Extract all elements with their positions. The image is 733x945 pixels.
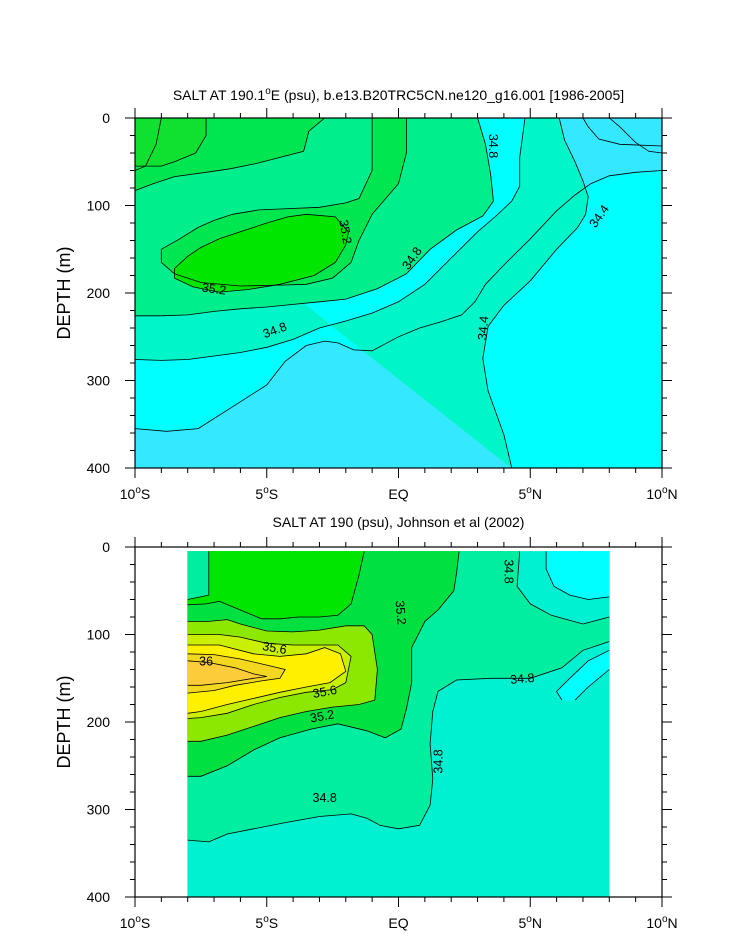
contour-line bbox=[187, 551, 460, 777]
svg-text:36: 36 bbox=[199, 654, 213, 668]
y-axis-label: DEPTH (m) bbox=[54, 247, 74, 340]
contour-line bbox=[187, 551, 210, 600]
x-tick-label: 10oS bbox=[120, 485, 150, 502]
svg-text:35.2: 35.2 bbox=[309, 707, 335, 725]
contour-label: 35.2 bbox=[309, 707, 335, 725]
y-tick-label: 0 bbox=[102, 110, 110, 126]
svg-text:34.4: 34.4 bbox=[475, 315, 491, 341]
y-tick-label: 100 bbox=[87, 198, 111, 214]
contour-line bbox=[187, 653, 286, 694]
x-tick-label: 5oN bbox=[519, 914, 542, 931]
contour-label: 35.2 bbox=[201, 280, 227, 297]
contour-label: 34.8 bbox=[486, 134, 500, 158]
plot-area: 34.8 35.2 35.6 36 34.8 35.6 35.2 34.8 34.8 bbox=[187, 551, 610, 897]
contour-label: 35.2 bbox=[336, 219, 354, 245]
contour-line bbox=[187, 634, 352, 719]
svg-text:34.8: 34.8 bbox=[502, 559, 516, 583]
y-axis-label: DEPTH (m) bbox=[54, 676, 74, 769]
y-tick-label: 400 bbox=[87, 460, 111, 476]
y-tick-label: 400 bbox=[87, 889, 111, 905]
x-tick-label: EQ bbox=[388, 915, 408, 931]
contour-line bbox=[545, 551, 610, 600]
contour-line bbox=[187, 660, 267, 686]
contour-label: 34.8 bbox=[313, 791, 337, 805]
contour-label: 34.8 bbox=[432, 749, 446, 773]
svg-text:35.6: 35.6 bbox=[312, 683, 338, 701]
contour-line bbox=[187, 644, 347, 714]
x-tick-label: 10oN bbox=[646, 914, 677, 931]
x-tick-label: EQ bbox=[388, 486, 408, 502]
contour-label: 34.8 bbox=[510, 671, 536, 687]
contour-line bbox=[582, 118, 662, 147]
y-tick-label: 0 bbox=[102, 539, 110, 555]
contour-line bbox=[174, 213, 349, 293]
svg-text:35.6: 35.6 bbox=[261, 639, 287, 657]
chart-panel-1: 34.834.435.234.835.234.434.8010020030040… bbox=[54, 86, 678, 502]
contour-line bbox=[609, 118, 662, 154]
contour-line bbox=[135, 170, 662, 432]
contour-line bbox=[187, 551, 365, 620]
y-tick-label: 300 bbox=[87, 802, 111, 818]
contour-line bbox=[516, 551, 610, 625]
contour-label: 35.6 bbox=[261, 639, 287, 657]
y-tick-label: 200 bbox=[87, 285, 111, 301]
svg-text:35.2: 35.2 bbox=[336, 219, 354, 245]
contour-line bbox=[135, 118, 207, 167]
x-tick-label: 5oS bbox=[255, 485, 278, 502]
contour-line bbox=[135, 118, 526, 361]
contour-label: 35.2 bbox=[393, 600, 409, 626]
contour-line bbox=[187, 619, 378, 742]
contour-line bbox=[482, 118, 589, 468]
contour-line bbox=[160, 118, 407, 287]
plot-area: 34.834.435.234.835.234.434.8 bbox=[135, 118, 662, 468]
x-tick-label: 10oN bbox=[646, 485, 677, 502]
contour-line bbox=[574, 669, 610, 701]
contour-line bbox=[135, 118, 325, 191]
contour-line bbox=[187, 641, 610, 843]
svg-text:35.2: 35.2 bbox=[393, 600, 409, 626]
chart-title: SALT AT 190 (psu), Johnson et al (2002) bbox=[273, 514, 525, 530]
x-tick-label: 5oS bbox=[255, 914, 278, 931]
contour-label: 34.4 bbox=[475, 315, 491, 341]
contour-line bbox=[556, 649, 610, 701]
svg-text:34.8: 34.8 bbox=[510, 671, 536, 687]
svg-text:34.8: 34.8 bbox=[486, 134, 500, 158]
contour-label: 35.6 bbox=[312, 683, 338, 701]
x-tick-label: 10oS bbox=[120, 914, 150, 931]
svg-text:35.2: 35.2 bbox=[201, 280, 227, 297]
svg-text:34.8: 34.8 bbox=[432, 749, 446, 773]
chart-title: SALT AT 190.1oE (psu), b.e13.B20TRC5CN.n… bbox=[173, 86, 624, 103]
y-tick-label: 300 bbox=[87, 373, 111, 389]
x-tick-label: 5oN bbox=[519, 485, 542, 502]
contour-label: 34.8 bbox=[502, 559, 516, 583]
contour-line bbox=[135, 118, 494, 317]
chart-panel-2: 34.8 35.2 35.6 36 34.8 35.6 35.2 34.8 34.8 0 100 20… bbox=[54, 514, 678, 931]
y-tick-label: 100 bbox=[87, 627, 111, 643]
svg-text:34.8: 34.8 bbox=[313, 791, 337, 805]
contour-label: 36 bbox=[199, 654, 213, 668]
contour-line bbox=[135, 118, 162, 171]
y-tick-label: 200 bbox=[87, 714, 111, 730]
